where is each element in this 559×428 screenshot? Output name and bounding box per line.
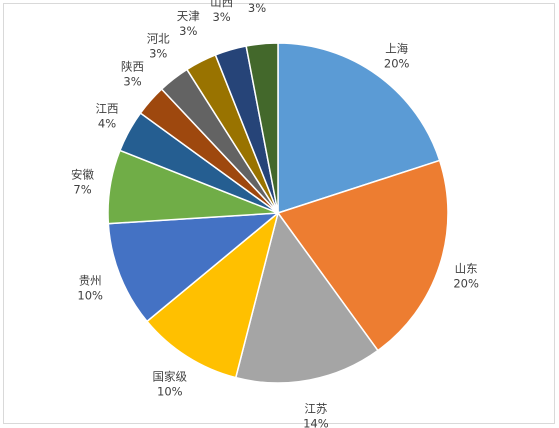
slice-percent-3: 10% <box>157 385 183 399</box>
pie-slice-3 <box>145 210 280 379</box>
pie-labels: 上海20%山东20%江苏14%国家级10%贵州10%安徽7%江西4%陕西3%河北… <box>71 0 479 428</box>
slice-percent-11: 3% <box>248 1 266 15</box>
slice-label-9: 天津 <box>177 9 200 23</box>
slice-percent-10: 3% <box>212 10 230 24</box>
pie-slice-1 <box>276 159 449 352</box>
slice-label-0: 上海 <box>385 42 408 56</box>
pie-slice-4 <box>107 212 281 323</box>
slice-label-1: 山东 <box>455 261 478 275</box>
slice-label-4: 贵州 <box>79 273 102 287</box>
pie-slice-0 <box>277 42 441 215</box>
slice-label-6: 江西 <box>96 102 119 116</box>
slice-percent-7: 3% <box>123 74 141 88</box>
slice-percent-0: 20% <box>384 57 410 71</box>
slice-label-5: 安徽 <box>71 167 94 181</box>
slice-label-7: 陕西 <box>121 59 144 73</box>
slice-percent-6: 4% <box>98 117 116 131</box>
slice-percent-9: 3% <box>179 24 197 38</box>
slice-percent-2: 14% <box>303 416 329 428</box>
slice-percent-1: 20% <box>453 276 479 290</box>
slice-label-3: 国家级 <box>153 370 188 384</box>
slice-label-2: 江苏 <box>304 401 327 415</box>
slice-percent-4: 10% <box>77 288 103 302</box>
slice-label-10: 山西 <box>210 0 233 9</box>
slice-label-8: 河北 <box>147 31 170 45</box>
pie-slices <box>107 42 449 384</box>
pie-slice-2 <box>234 211 379 384</box>
slice-percent-8: 3% <box>149 46 167 60</box>
pie-slice-11 <box>245 42 279 214</box>
slice-percent-5: 7% <box>73 182 91 196</box>
